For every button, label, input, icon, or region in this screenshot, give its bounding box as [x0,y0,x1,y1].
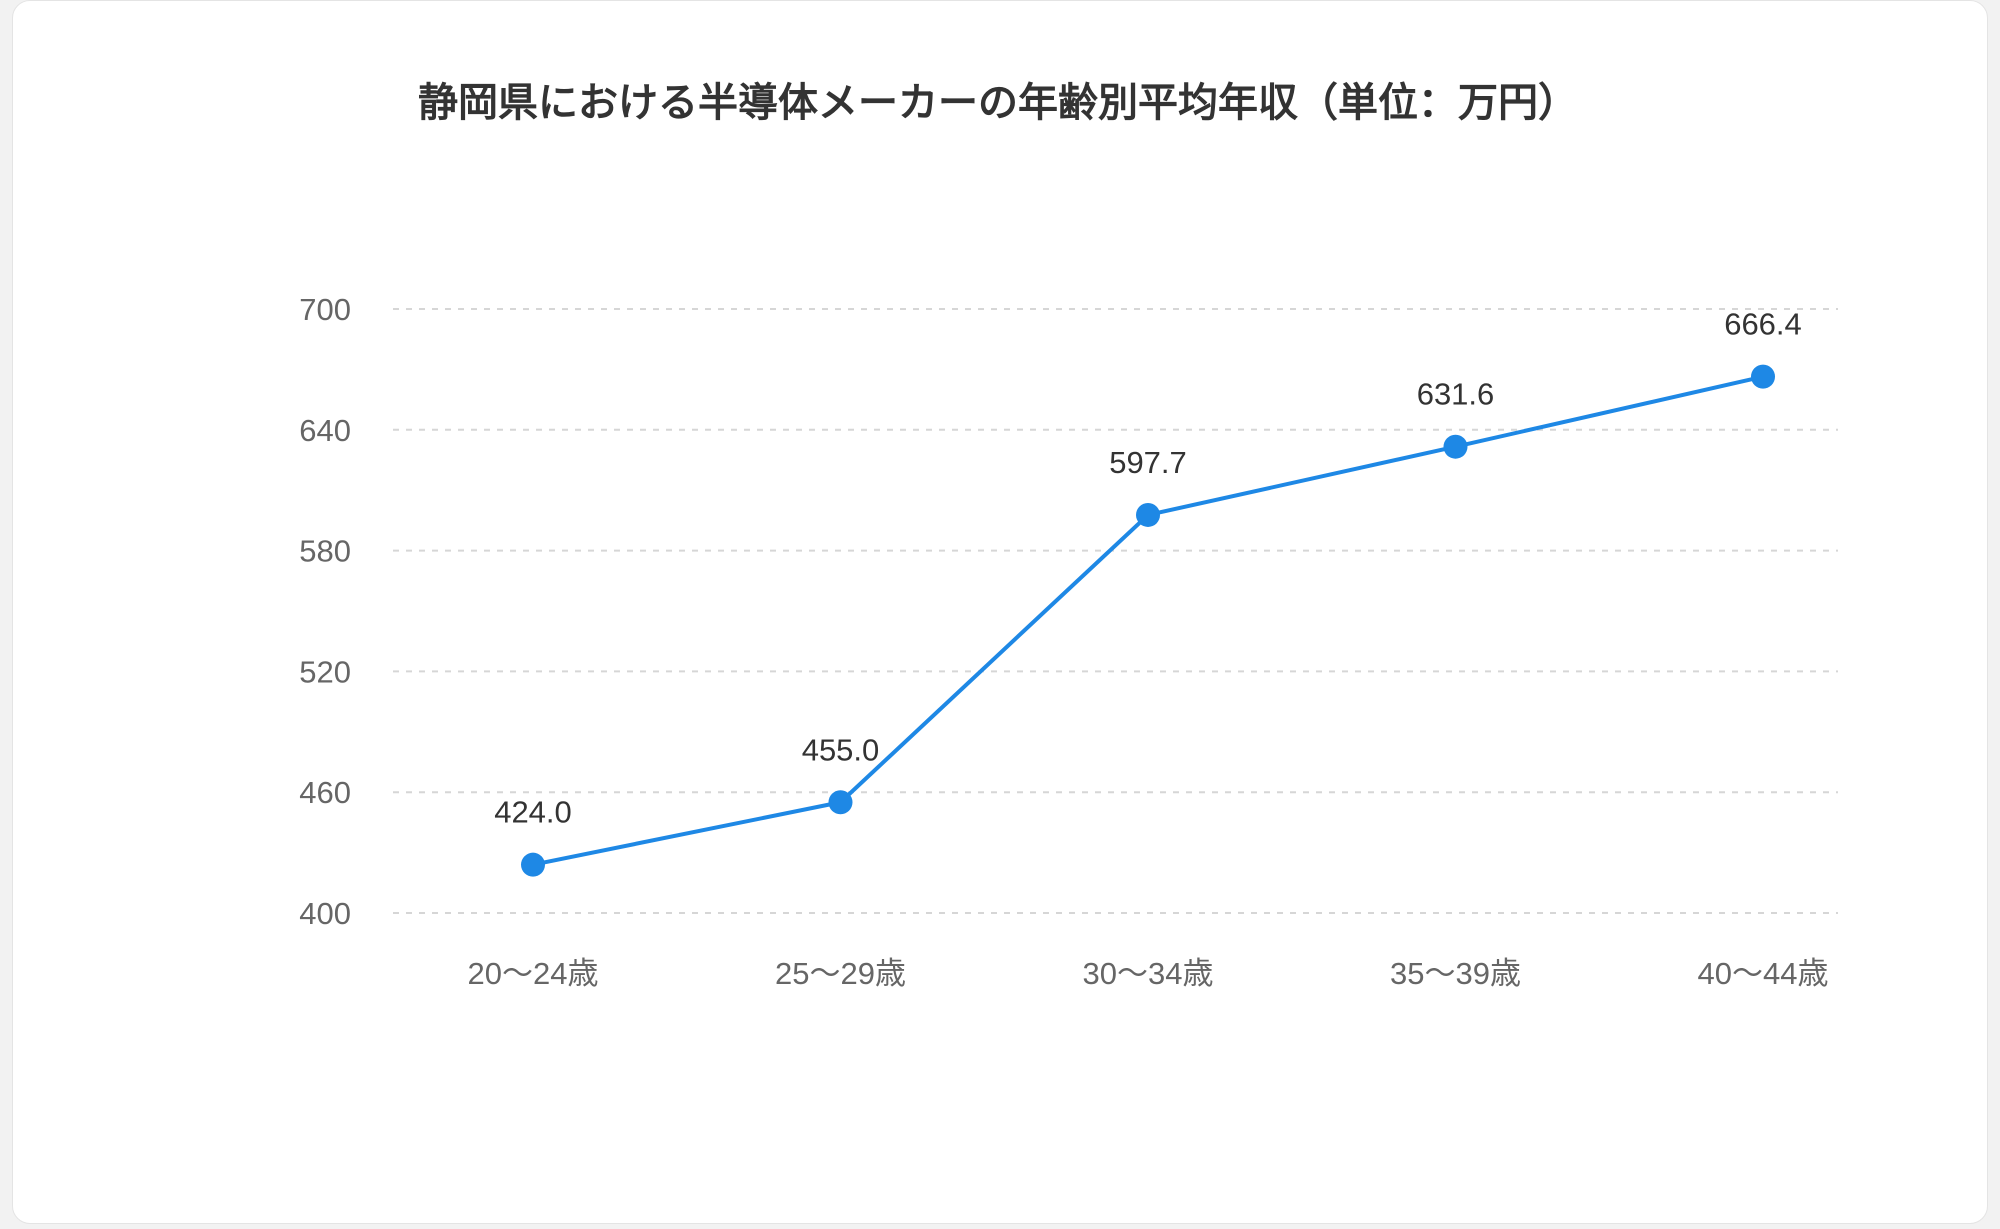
data-points [521,364,1775,877]
y-tick-label: 460 [299,775,351,810]
data-point [1751,364,1775,389]
data-point [521,852,545,877]
x-tick-label: 30〜34歳 [1083,956,1214,991]
data-label: 631.6 [1417,377,1495,412]
data-labels: 424.0 455.0 597.7 631.6 666.4 [494,307,1802,830]
data-point [1136,502,1160,527]
grid-lines [393,308,1838,914]
y-tick-label: 520 [299,654,351,689]
chart-title: 静岡県における半導体メーカーの年齢別平均年収（単位：万円） [418,80,1578,126]
y-axis-ticks: 400 460 520 580 640 700 [299,292,351,931]
x-axis-ticks: 20〜24歳 25〜29歳 30〜34歳 35〜39歳 40〜44歳 [468,956,1829,991]
y-tick-label: 400 [299,896,351,931]
y-tick-label: 700 [299,292,351,327]
x-tick-label: 25〜29歳 [775,956,906,991]
x-tick-label: 40〜44歳 [1698,956,1829,991]
chart-card: 静岡県における半導体メーカーの年齢別平均年収（単位：万円） 400 460 520 5… [12,0,1988,1224]
data-label: 455.0 [802,732,880,767]
data-label: 597.7 [1109,445,1187,480]
data-point [1443,434,1468,459]
y-tick-label: 640 [299,413,351,448]
line-chart: 静岡県における半導体メーカーの年齢別平均年収（単位：万円） 400 460 520 5… [299,80,1838,991]
data-point [828,790,853,815]
y-tick-label: 580 [299,534,351,569]
data-label: 666.4 [1724,307,1802,342]
x-tick-label: 35〜39歳 [1390,956,1521,991]
data-label: 424.0 [494,795,572,830]
x-tick-label: 20〜24歳 [468,956,599,991]
